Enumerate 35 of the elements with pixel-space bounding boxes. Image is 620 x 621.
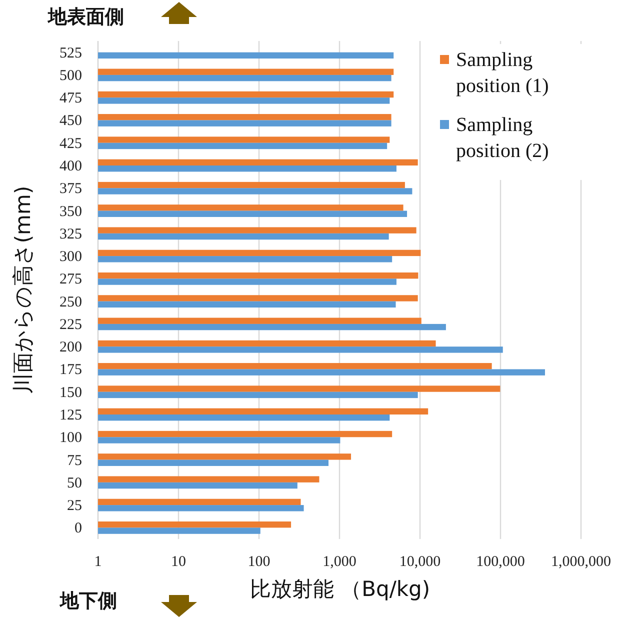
y-tick-label: 375 [60, 181, 82, 198]
x-tick-label: 1,000,000 [551, 554, 611, 570]
y-tick-label: 175 [60, 362, 82, 378]
x-tick-label: 10,000 [399, 554, 441, 570]
y-tick-label: 500 [60, 68, 82, 84]
y-tick-label: 275 [60, 272, 82, 288]
x-tick-label: 100 [248, 554, 270, 570]
y-tick-label: 150 [60, 384, 82, 401]
text: 地下側 [59, 590, 117, 612]
x-tick-label: 1,000 [322, 554, 356, 570]
y-tick-label: 400 [60, 158, 82, 174]
y-tick-label: 250 [60, 294, 82, 310]
x-tick-label: 1 [94, 554, 102, 570]
y-tick-label: 100 [60, 430, 82, 446]
y-tick-label: 425 [60, 136, 82, 152]
y-tick-label: 300 [60, 249, 82, 266]
y-tick-label: 50 [67, 475, 82, 492]
y-tick-label: 475 [60, 90, 82, 107]
x-tick-label: 100,000 [476, 554, 525, 570]
y-tick-label: 0 [74, 520, 82, 537]
text: 地表面側 [47, 6, 124, 28]
x-tick-label: 10 [171, 554, 186, 570]
y-tick-label: 325 [60, 226, 82, 242]
y-tick-label: 350 [60, 204, 82, 220]
legend-label: Sampling position (1) [456, 49, 549, 97]
y-tick-label: 125 [60, 408, 82, 424]
y-tick-label: 450 [60, 113, 82, 130]
y-axis-title: 川面からの高さ(mm) [11, 186, 35, 394]
x-axis-title: 比放射能 （Bq/kg) [250, 577, 430, 601]
legend-label: Sampling position (2) [456, 114, 549, 162]
y-tick-label: 25 [67, 498, 82, 514]
y-tick-label: 75 [67, 452, 82, 469]
y-tick-label: 525 [60, 45, 82, 62]
y-tick-label: 200 [60, 340, 82, 356]
y-tick-label: 225 [60, 316, 82, 333]
